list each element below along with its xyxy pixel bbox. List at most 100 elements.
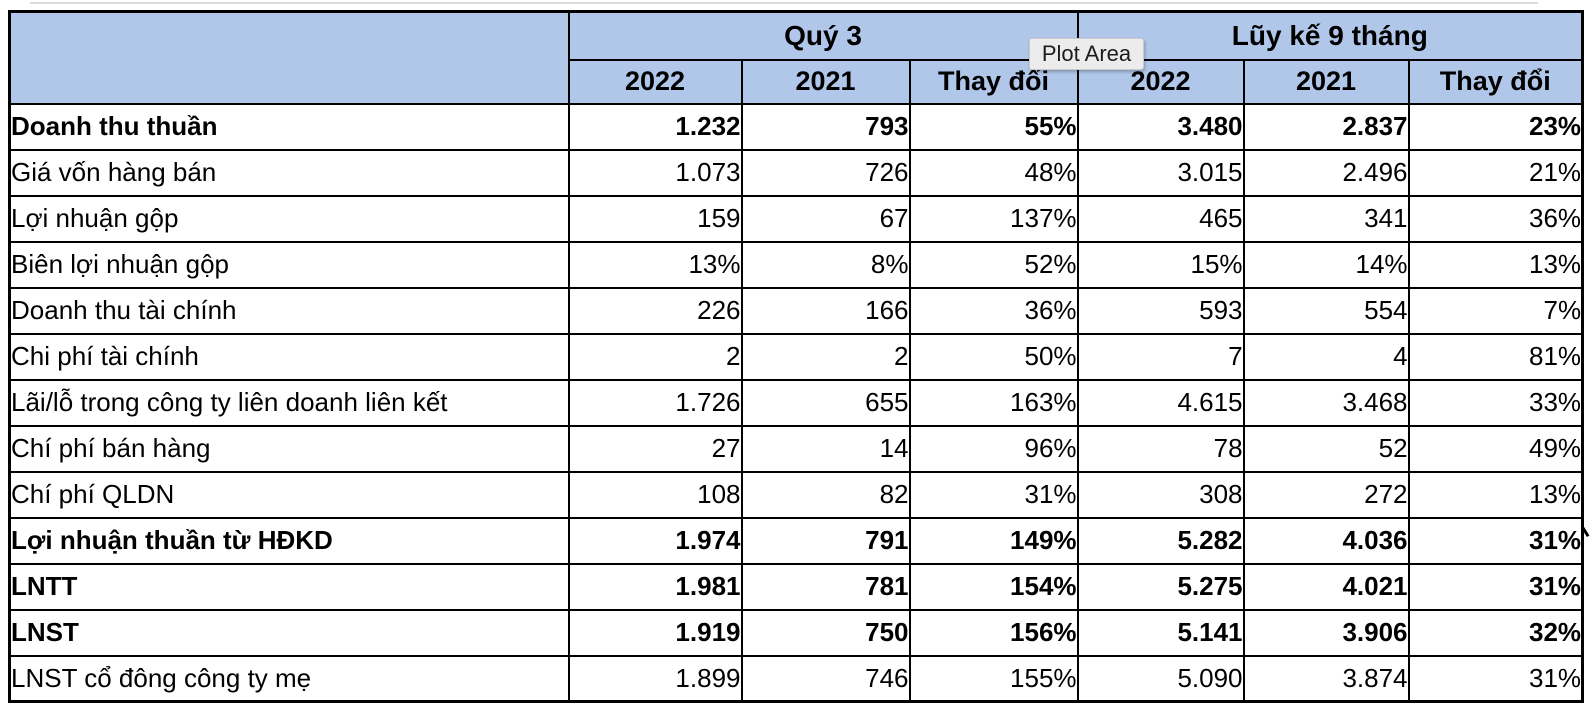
- row-label[interactable]: Doanh thu thuần: [8, 102, 570, 151]
- cell-value[interactable]: 154%: [908, 562, 1079, 611]
- row-label[interactable]: Doanh thu tài chính: [8, 286, 570, 335]
- cell-value[interactable]: 52%: [908, 240, 1079, 289]
- cell-value[interactable]: 31%: [1407, 654, 1584, 703]
- cell-value[interactable]: 4.615: [1076, 378, 1245, 427]
- cell-value[interactable]: 7%: [1407, 286, 1584, 335]
- cell-value[interactable]: 21%: [1407, 148, 1584, 197]
- cell-value[interactable]: 163%: [908, 378, 1079, 427]
- cell-value[interactable]: 78: [1076, 424, 1245, 473]
- row-label[interactable]: LNST: [8, 608, 570, 657]
- cell-value[interactable]: 23%: [1407, 102, 1584, 151]
- cell-value[interactable]: 593: [1076, 286, 1245, 335]
- cell-value[interactable]: 3.874: [1242, 654, 1410, 703]
- cell-value[interactable]: 4.021: [1242, 562, 1410, 611]
- cell-value[interactable]: 156%: [908, 608, 1079, 657]
- cell-value[interactable]: 14: [740, 424, 911, 473]
- cell-value[interactable]: 5.275: [1076, 562, 1245, 611]
- cell-value[interactable]: 2.496: [1242, 148, 1410, 197]
- cell-value[interactable]: 13%: [1407, 470, 1584, 519]
- cell-value[interactable]: 50%: [908, 332, 1079, 381]
- cell-value[interactable]: 226: [567, 286, 743, 335]
- cell-value[interactable]: 137%: [908, 194, 1079, 243]
- cell-value[interactable]: 13%: [1407, 240, 1584, 289]
- cell-value[interactable]: 750: [740, 608, 911, 657]
- row-label[interactable]: LNST cổ đông công ty mẹ: [8, 654, 570, 703]
- cell-value[interactable]: 108: [567, 470, 743, 519]
- cell-value[interactable]: 3.468: [1242, 378, 1410, 427]
- cell-value[interactable]: 465: [1076, 194, 1245, 243]
- cell-value[interactable]: 781: [740, 562, 911, 611]
- cell-value[interactable]: 36%: [908, 286, 1079, 335]
- cell-value[interactable]: 15%: [1076, 240, 1245, 289]
- corner-cell[interactable]: [8, 10, 570, 105]
- cell-value[interactable]: 1.073: [567, 148, 743, 197]
- cell-value[interactable]: 67: [740, 194, 911, 243]
- cell-value[interactable]: 52: [1242, 424, 1410, 473]
- cell-value[interactable]: 341: [1242, 194, 1410, 243]
- cell-value[interactable]: 4.036: [1242, 516, 1410, 565]
- cell-value[interactable]: 2: [567, 332, 743, 381]
- cell-value[interactable]: 655: [740, 378, 911, 427]
- cell-value[interactable]: 36%: [1407, 194, 1584, 243]
- cell-value[interactable]: 8%: [740, 240, 911, 289]
- cell-value[interactable]: 96%: [908, 424, 1079, 473]
- cell-value[interactable]: 5.141: [1076, 608, 1245, 657]
- cell-value[interactable]: 726: [740, 148, 911, 197]
- cell-value[interactable]: 1.726: [567, 378, 743, 427]
- cell-value[interactable]: 31%: [1407, 516, 1584, 565]
- cell-value[interactable]: 2: [740, 332, 911, 381]
- cell-value[interactable]: 166: [740, 286, 911, 335]
- cell-value[interactable]: 14%: [1242, 240, 1410, 289]
- row-label[interactable]: Lãi/lỗ trong công ty liên doanh liên kết: [8, 378, 570, 427]
- cell-value[interactable]: 5.282: [1076, 516, 1245, 565]
- cell-value[interactable]: 554: [1242, 286, 1410, 335]
- row-label[interactable]: Chí phí QLDN: [8, 470, 570, 519]
- row-label[interactable]: LNTT: [8, 562, 570, 611]
- cell-value[interactable]: 31%: [908, 470, 1079, 519]
- cell-value[interactable]: 1.919: [567, 608, 743, 657]
- col-header-q3-2021[interactable]: 2021: [740, 58, 911, 105]
- cell-value[interactable]: 3.906: [1242, 608, 1410, 657]
- table-row: Giá vốn hàng bán 1.073 726 48% 3.015 2.496 21%: [8, 148, 1584, 197]
- cell-value[interactable]: 1.899: [567, 654, 743, 703]
- cell-value[interactable]: 32%: [1407, 608, 1584, 657]
- cell-value[interactable]: 159: [567, 194, 743, 243]
- cell-value[interactable]: 1.232: [567, 102, 743, 151]
- row-label[interactable]: Chi phí tài chính: [8, 332, 570, 381]
- col-header-9m-2022[interactable]: 2022: [1076, 58, 1245, 105]
- cell-value[interactable]: 3.015: [1076, 148, 1245, 197]
- col-header-9m-change[interactable]: Thay đổi: [1407, 58, 1584, 105]
- cell-value[interactable]: 55%: [908, 102, 1079, 151]
- group-header-quy3[interactable]: Quý 3: [567, 10, 1079, 61]
- cell-value[interactable]: 33%: [1407, 378, 1584, 427]
- cell-value[interactable]: 49%: [1407, 424, 1584, 473]
- cell-value[interactable]: 7: [1076, 332, 1245, 381]
- cell-value[interactable]: 272: [1242, 470, 1410, 519]
- cell-value[interactable]: 82: [740, 470, 911, 519]
- cell-value[interactable]: 155%: [908, 654, 1079, 703]
- row-label[interactable]: Chí phí bán hàng: [8, 424, 570, 473]
- cell-value[interactable]: 81%: [1407, 332, 1584, 381]
- cell-value[interactable]: 31%: [1407, 562, 1584, 611]
- row-label[interactable]: Biên lợi nhuận gộp: [8, 240, 570, 289]
- cell-value[interactable]: 1.981: [567, 562, 743, 611]
- cell-value[interactable]: 791: [740, 516, 911, 565]
- row-label[interactable]: Giá vốn hàng bán: [8, 148, 570, 197]
- group-header-luyke9thang[interactable]: Lũy kế 9 tháng: [1076, 10, 1584, 61]
- cell-value[interactable]: 1.974: [567, 516, 743, 565]
- cell-value[interactable]: 5.090: [1076, 654, 1245, 703]
- cell-value[interactable]: 48%: [908, 148, 1079, 197]
- row-label[interactable]: Lợi nhuận thuần từ HĐKD: [8, 516, 570, 565]
- cell-value[interactable]: 149%: [908, 516, 1079, 565]
- cell-value[interactable]: 27: [567, 424, 743, 473]
- row-label[interactable]: Lợi nhuận gộp: [8, 194, 570, 243]
- cell-value[interactable]: 13%: [567, 240, 743, 289]
- cell-value[interactable]: 308: [1076, 470, 1245, 519]
- cell-value[interactable]: 2.837: [1242, 102, 1410, 151]
- cell-value[interactable]: 746: [740, 654, 911, 703]
- cell-value[interactable]: 4: [1242, 332, 1410, 381]
- cell-value[interactable]: 3.480: [1076, 102, 1245, 151]
- col-header-9m-2021[interactable]: 2021: [1242, 58, 1410, 105]
- cell-value[interactable]: 793: [740, 102, 911, 151]
- col-header-q3-2022[interactable]: 2022: [567, 58, 743, 105]
